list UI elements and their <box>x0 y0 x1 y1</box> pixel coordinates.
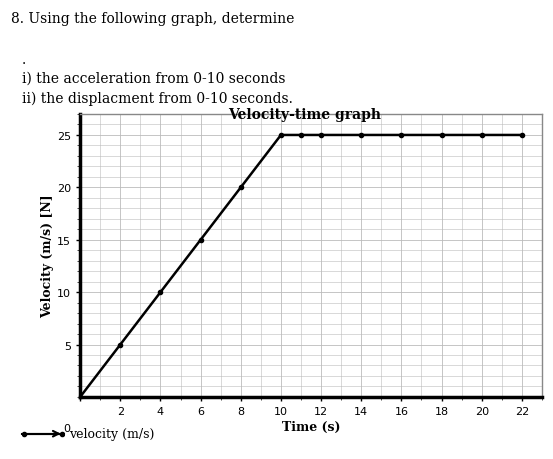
X-axis label: Time (s): Time (s) <box>282 420 340 433</box>
Text: ii) the displacment from 0-10 seconds.: ii) the displacment from 0-10 seconds. <box>22 92 293 106</box>
Y-axis label: Velocity (m/s) [N]: Velocity (m/s) [N] <box>41 194 54 318</box>
Text: Velocity-time graph: Velocity-time graph <box>228 108 380 122</box>
Text: 8. Using the following graph, determine: 8. Using the following graph, determine <box>11 11 294 25</box>
Text: .: . <box>22 53 27 67</box>
Text: i) the acceleration from 0-10 seconds: i) the acceleration from 0-10 seconds <box>22 71 285 85</box>
Text: velocity (m/s): velocity (m/s) <box>69 427 154 440</box>
Text: 0: 0 <box>63 423 70 433</box>
